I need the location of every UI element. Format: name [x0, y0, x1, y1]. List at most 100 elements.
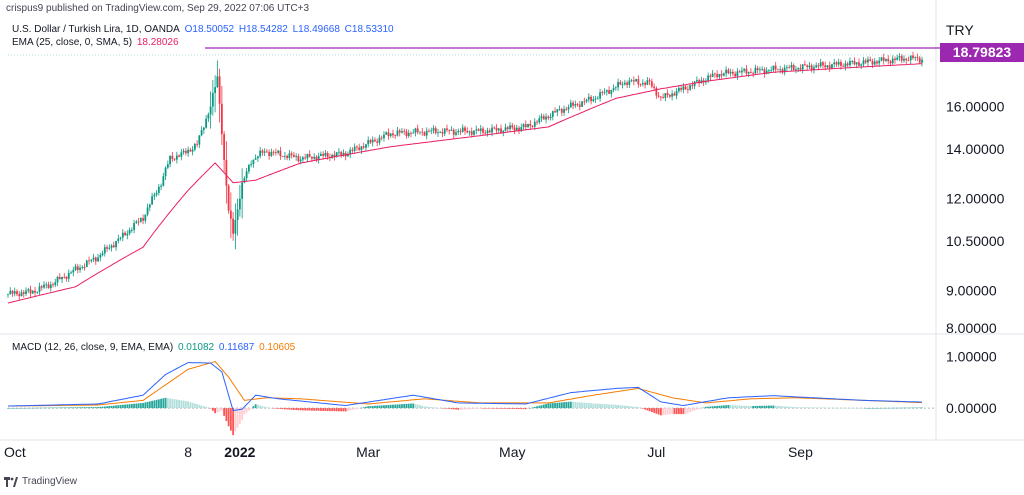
macd-histogram-bar — [628, 406, 631, 409]
macd-histogram-bar — [304, 408, 307, 411]
macd-histogram-bar — [894, 407, 896, 409]
macd-histogram-bar — [533, 406, 536, 409]
macd-histogram-bar — [434, 407, 437, 409]
macd-signal-value: 0.10605 — [259, 342, 296, 353]
macd-histogram-bar — [745, 405, 748, 409]
candle-body — [250, 164, 253, 166]
candle-body — [268, 152, 271, 156]
macd-histogram-bar — [414, 404, 417, 409]
macd-histogram-bar — [184, 401, 187, 409]
candle-body — [488, 130, 491, 133]
candle-body — [349, 149, 352, 155]
ema-legend: EMA (25, close, 0, SMA, 5) 18.28026 — [12, 37, 181, 48]
candle-body — [768, 70, 770, 72]
candle-body — [590, 96, 592, 102]
candle-body — [565, 108, 568, 110]
macd-histogram-bar — [711, 406, 714, 409]
high-value: H18.54282 — [238, 24, 288, 35]
macd-histogram-bar — [804, 407, 806, 409]
candle-body — [831, 64, 833, 69]
candle-body — [157, 186, 160, 193]
macd-histogram-bar — [54, 407, 57, 409]
candle-body — [518, 127, 520, 131]
macd-histogram-bar — [162, 398, 165, 409]
macd-histogram-bar — [245, 408, 248, 413]
macd-histogram-bar — [189, 402, 192, 409]
macd-histogram-bar — [40, 407, 43, 409]
open-value: O18.50052 — [184, 24, 235, 35]
macd-histogram-bar — [347, 408, 349, 411]
candle-body — [70, 272, 72, 274]
macd-histogram-bar — [34, 407, 36, 409]
candle-body — [227, 185, 230, 211]
macd-histogram-bar — [160, 398, 162, 409]
candle-body — [596, 98, 599, 100]
candle-body — [11, 290, 14, 294]
candle-body — [639, 84, 642, 85]
candle-body — [851, 60, 854, 62]
macd-histogram-bar — [157, 399, 160, 409]
candle-body — [792, 65, 795, 70]
macd-histogram-bar — [903, 407, 905, 409]
macd-histogram-bar — [621, 405, 624, 409]
macd-histogram-bar — [727, 405, 730, 409]
candle-body — [815, 65, 818, 68]
candle-body — [67, 272, 70, 279]
candle-body — [765, 70, 768, 74]
macd-histogram-bar — [171, 398, 174, 409]
macd-histogram-bar — [76, 407, 79, 409]
macd-histogram-bar — [49, 407, 52, 409]
candle-body — [628, 80, 631, 85]
candle-body — [558, 109, 561, 110]
macd-histogram-bar — [671, 408, 674, 415]
macd-histogram-bar — [741, 405, 743, 409]
candle-body — [770, 70, 773, 71]
candle-body — [475, 129, 478, 131]
macd-histogram-bar — [367, 406, 370, 409]
macd-histogram-bar — [229, 408, 232, 431]
macd-histogram-bar — [761, 405, 764, 409]
macd-histogram-bar — [306, 408, 309, 411]
macd-histogram-bar — [506, 408, 509, 409]
macd-histogram-bar — [290, 408, 293, 410]
macd-histogram-bar — [31, 407, 34, 409]
time-axis-label: Mar — [356, 444, 380, 460]
macd-histogram-bar — [308, 408, 311, 411]
macd-histogram-bar — [220, 408, 223, 411]
candle-body — [677, 88, 680, 92]
macd-histogram-bar — [779, 406, 782, 409]
candle-body — [58, 276, 61, 280]
macd-histogram-bar — [605, 404, 608, 409]
candle-body — [320, 153, 322, 156]
candle-body — [882, 57, 885, 61]
time-axis-label: 2022 — [224, 444, 255, 460]
candle-body — [867, 59, 869, 63]
macd-histogram-bar — [358, 408, 361, 409]
macd-histogram-bar — [497, 408, 500, 409]
candle-body — [353, 146, 356, 151]
macd-histogram-bar — [756, 405, 759, 409]
candle-body — [774, 65, 777, 70]
macd-histogram-bar — [795, 407, 797, 409]
macd-histogram-bar — [317, 408, 320, 411]
candle-body — [229, 210, 232, 219]
candle-body — [666, 93, 669, 95]
macd-histogram-bar — [659, 408, 662, 416]
macd-histogram-bar — [196, 404, 199, 409]
macd-histogram-bar — [493, 408, 496, 409]
candle-body — [121, 232, 124, 238]
candle-body — [515, 127, 518, 131]
price-axis-label: 8.00000 — [946, 320, 997, 336]
macd-histogram-bar — [536, 406, 538, 409]
macd-histogram-bar — [502, 408, 505, 409]
candle-body — [592, 99, 595, 102]
candle-body — [873, 61, 876, 65]
candle-body — [234, 219, 237, 234]
candle-body — [907, 60, 910, 62]
macd-histogram-bar — [520, 408, 523, 410]
candle-body — [853, 60, 856, 65]
candle-body — [241, 182, 244, 199]
macd-histogram-bar — [135, 403, 138, 409]
macd-histogram-bar — [885, 407, 887, 409]
macd-histogram-bar — [500, 408, 502, 409]
